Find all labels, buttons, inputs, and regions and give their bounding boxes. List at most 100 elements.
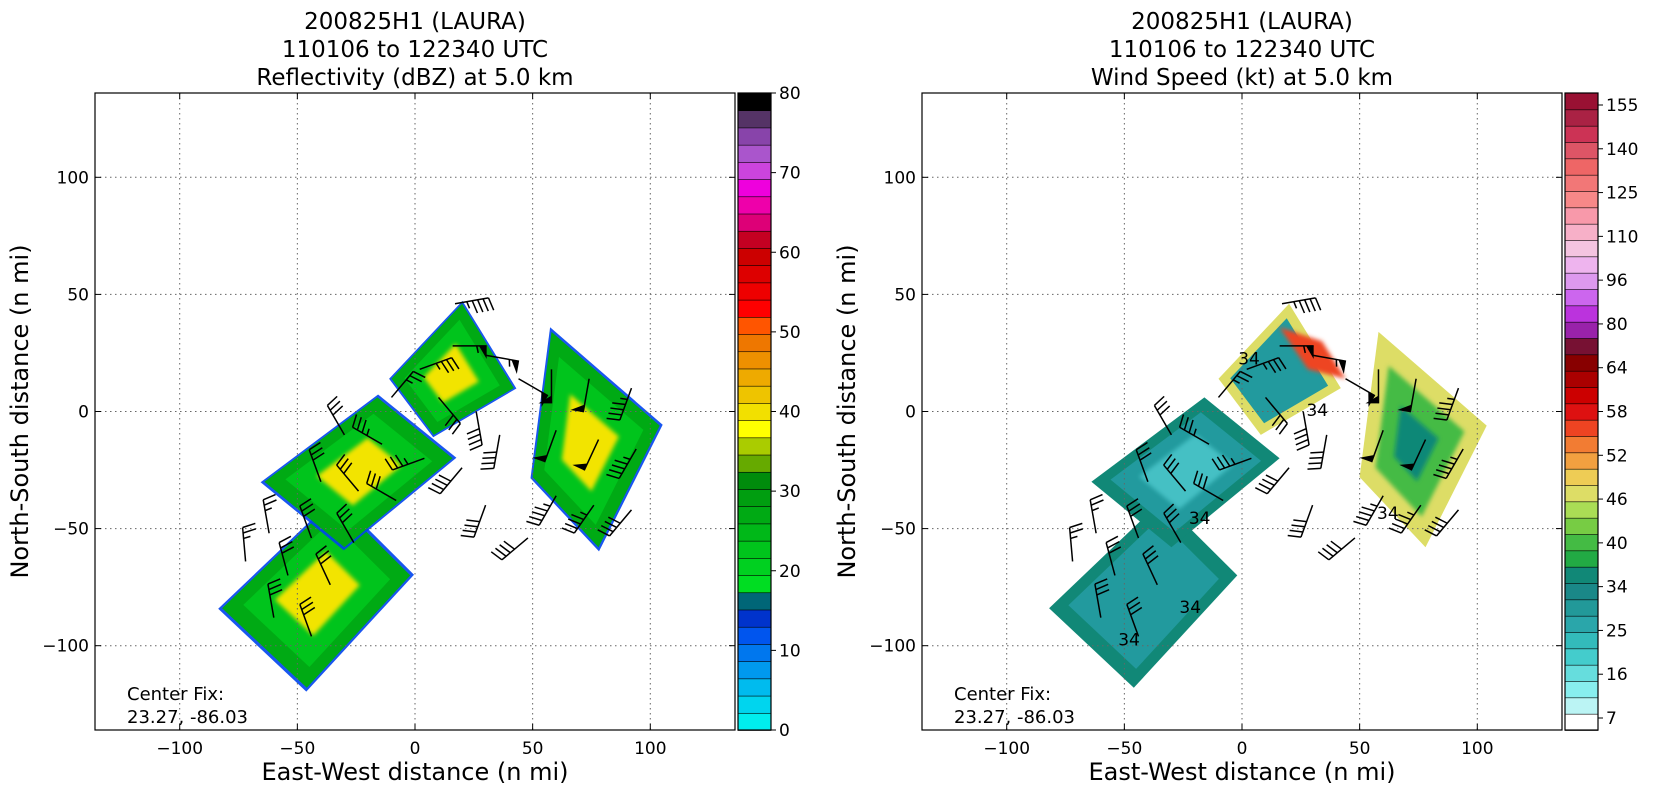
wind-barb (366, 470, 397, 502)
y-axis-label: North-South distance (n mi) (833, 244, 861, 578)
colorbar-segment (737, 247, 772, 266)
wind-barb (1312, 354, 1347, 375)
wind-barb (1264, 396, 1288, 435)
wind-barb (336, 503, 355, 544)
wind-barb (419, 357, 460, 374)
colorbar-segment (737, 127, 772, 146)
wind-barb (606, 448, 637, 480)
title-line-3: Reflectivity (dBZ) at 5.0 km (256, 65, 574, 91)
colorbar-segment (737, 178, 772, 198)
center-fix-line: Center Fix: (954, 684, 1051, 705)
x-tick-label: −50 (279, 739, 315, 759)
colorbar-segment (1564, 158, 1599, 176)
colorbar-tick-label: 52 (1606, 446, 1628, 466)
wind-barb (526, 495, 557, 526)
wind-barb (572, 439, 600, 471)
wind-barb (466, 411, 483, 451)
colorbar-tick-label: 110 (1606, 227, 1638, 247)
y-tick-label: 100 (884, 168, 916, 188)
colorbar-tick-label: 0 (779, 721, 790, 741)
wind-barb (532, 429, 557, 463)
wind-barb (326, 395, 346, 436)
colorbar-tick-label: 16 (1606, 665, 1628, 685)
wind-barb (315, 545, 332, 586)
colorbar-segment (737, 144, 772, 163)
colorbar-segment (737, 230, 772, 249)
wind-barb (1359, 429, 1384, 463)
colorbar-segment (737, 333, 772, 353)
wind-barb (1163, 503, 1182, 544)
y-tick-label: 50 (894, 285, 916, 305)
colorbar-segment (1564, 403, 1599, 421)
wind-barb (1068, 522, 1084, 562)
colorbar-segment (737, 505, 772, 525)
colorbar-tick-label: 80 (1606, 315, 1628, 335)
x-axis-label: East-West distance (n mi) (261, 758, 568, 786)
colorbar-segment (1564, 386, 1599, 405)
colorbar-segment (737, 695, 772, 714)
colorbar-segment (737, 574, 772, 594)
colorbar-segment (1564, 501, 1599, 519)
colorbar-segment (1564, 288, 1599, 307)
wind-barb (1254, 467, 1290, 495)
wind-barb (1211, 454, 1252, 471)
wind-barb (1317, 537, 1356, 561)
center-fix-line: Center Fix: (127, 684, 224, 705)
contour-label: 34 (1189, 509, 1211, 529)
x-tick-label: 100 (1461, 739, 1493, 759)
grid (922, 93, 1562, 730)
colorbar-segment (1564, 648, 1599, 666)
wind-barb (241, 522, 257, 562)
reflectivity-title: 200825H1 (LAURA) 110106 to 122340 UTC Re… (95, 8, 735, 92)
x-tick-label: −100 (156, 739, 203, 759)
x-tick-label: 100 (634, 739, 666, 759)
contour-label: 34 (1118, 631, 1140, 651)
colorbar-segment (1564, 435, 1599, 454)
wind-barb (427, 467, 463, 495)
colorbar-tick-label: 34 (1606, 578, 1628, 598)
wind-speed-panel: 200825H1 (LAURA) 110106 to 122340 UTC Wi… (827, 0, 1654, 787)
colorbar-segment (1564, 550, 1599, 568)
wind-barb (1153, 395, 1173, 436)
colorbar-tick-label: 64 (1606, 359, 1628, 379)
wind-barb (1105, 535, 1122, 576)
wind-barb (1388, 504, 1422, 534)
colorbar-segment (737, 316, 772, 335)
colorbar-segment (737, 540, 772, 559)
wind-speed-plot: −100 −50 0 50 100 −100 −50 0 50 100 34 34 34 34 34 34 Ce… (833, 92, 1638, 786)
colorbar: 7 16 25 34 40 46 52 58 64 80 96 110 125 140 155 (1564, 92, 1638, 731)
colorbar-tick-label: 40 (779, 403, 801, 423)
colorbar-segment (1564, 321, 1599, 339)
wind-barb (308, 441, 325, 483)
wind-barb (299, 596, 316, 637)
wind-barb (336, 453, 360, 492)
swath-band (1049, 500, 1238, 688)
colorbar-segment (1564, 256, 1599, 274)
colorbar-tick-label: 30 (779, 482, 801, 502)
colorbar-tick-label: 80 (779, 84, 801, 104)
wind-barb (1293, 411, 1310, 451)
colorbar-segment (737, 678, 772, 697)
contour-label: 34 (1238, 350, 1260, 370)
colorbar: 0 10 20 30 40 50 60 70 80 (737, 84, 801, 741)
x-tick-label: 50 (522, 739, 544, 759)
wind-barb (1399, 439, 1427, 471)
wind-barb (1424, 509, 1460, 537)
wind-barbs (241, 297, 637, 637)
colorbar-segment (1564, 713, 1599, 731)
wind-barb (267, 578, 283, 618)
wind-barb (1353, 495, 1384, 526)
wind-barb (1246, 357, 1287, 374)
colorbar-segment (1564, 174, 1599, 192)
colorbar-segment (737, 471, 772, 490)
colorbar-segment (737, 109, 772, 129)
swath-band (530, 327, 663, 552)
y-tick-label: −50 (53, 520, 89, 540)
wind-barb (597, 509, 633, 537)
colorbar-segment (737, 385, 772, 404)
wind-barb (561, 504, 595, 534)
colorbar-segment (737, 454, 772, 473)
colorbar-tick-label: 58 (1606, 403, 1628, 423)
wind-barb (278, 535, 295, 576)
reflectivity-panel: 200825H1 (LAURA) 110106 to 122340 UTC Re… (6, 8, 801, 786)
